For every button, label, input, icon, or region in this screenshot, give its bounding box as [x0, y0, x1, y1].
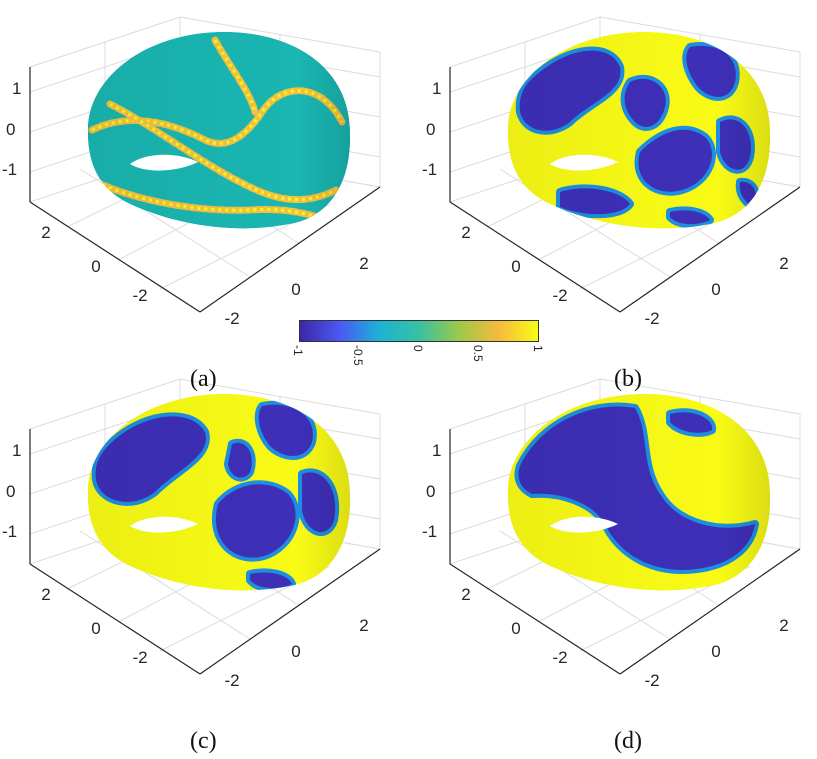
z-tick-label: -1	[422, 160, 437, 179]
x-tick-label: -2	[224, 671, 239, 690]
colorbar-tick: -0.5	[351, 345, 365, 366]
caption-c: (c)	[190, 728, 217, 754]
caption-d: (d)	[614, 728, 642, 754]
y-tick-label: 0	[511, 619, 520, 638]
z-tick-label: 0	[426, 482, 435, 501]
axes-lines	[29, 429, 381, 675]
y-tick-label: 0	[91, 619, 100, 638]
y-tick-label: -2	[552, 286, 567, 305]
x-tick-label: 2	[779, 616, 788, 635]
z-tick-label: 0	[6, 482, 15, 501]
surface-shading	[87, 31, 351, 229]
x-tick-label: -2	[224, 309, 239, 328]
x-tick-label: 2	[779, 254, 788, 273]
x-tick-label: 0	[291, 642, 300, 661]
axes-lines	[449, 67, 801, 313]
surface-panel: 1 0 -1 2 0 -2 2 0 -2	[0, 12, 400, 347]
torus-hole	[550, 154, 618, 171]
y-tick-label: -2	[552, 648, 567, 667]
double-torus-surface	[507, 393, 771, 591]
colorbar-tick: 1	[531, 345, 545, 352]
panel-plot: 1 0 -1 2 0 -2 2 0 -2	[2, 16, 381, 328]
y-tick-label: 2	[461, 223, 470, 242]
surface-shading	[507, 31, 771, 229]
y-tick-label: 2	[461, 585, 470, 604]
x-tick-label: 0	[711, 642, 720, 661]
z-tick-label: 0	[6, 120, 15, 139]
torus-hole	[550, 516, 618, 533]
x-tick-label: -2	[644, 309, 659, 328]
z-tick-label: 0	[426, 120, 435, 139]
y-tick-label: -2	[132, 648, 147, 667]
z-tick-label: -1	[422, 522, 437, 541]
panel-plot: 1 0 -1 2 0 -2 2 0 -2	[422, 16, 801, 328]
x-tick-label: 2	[359, 254, 368, 273]
surface-shading	[87, 393, 351, 591]
torus-hole	[130, 154, 198, 171]
x-tick-label: -2	[644, 671, 659, 690]
z-tick-label: -1	[2, 522, 17, 541]
y-tick-label: 2	[41, 223, 50, 242]
surface-panel: 1 0 -1 2 0 -2 2 0 -2	[420, 12, 817, 347]
x-tick-label: 0	[291, 280, 300, 299]
y-tick-label: -2	[132, 286, 147, 305]
y-tick-label: 0	[91, 257, 100, 276]
z-tick-label: 1	[432, 441, 441, 460]
torus-hole	[130, 516, 198, 533]
z-tick-label: -1	[2, 160, 17, 179]
surface-panel: 1 0 -1 2 0 -2 2 0 -2	[0, 374, 400, 709]
caption-a: (a)	[190, 366, 217, 392]
panel-plot: 1 0 -1 2 0 -2 2 0 -2	[2, 378, 381, 690]
double-torus-surface	[87, 31, 351, 229]
surface-shading	[507, 393, 771, 591]
colorbar-tick: 0.5	[471, 345, 485, 362]
caption-b: (b)	[614, 366, 642, 392]
z-tick-label: 1	[12, 441, 21, 460]
axes-lines	[29, 67, 381, 313]
colorbar-tick: -1	[291, 345, 305, 356]
y-tick-label: 2	[41, 585, 50, 604]
z-tick-label: 1	[432, 79, 441, 98]
x-tick-label: 2	[359, 616, 368, 635]
axes-lines	[449, 429, 801, 675]
z-tick-label: 1	[12, 79, 21, 98]
colorbar	[299, 320, 539, 342]
double-torus-surface	[87, 393, 351, 591]
y-tick-label: 0	[511, 257, 520, 276]
surface-panel: 1 0 -1 2 0 -2 2 0 -2	[420, 374, 817, 709]
colorbar-tick: 0	[411, 345, 425, 352]
panel-plot: 1 0 -1 2 0 -2 2 0 -2	[422, 378, 801, 690]
x-tick-label: 0	[711, 280, 720, 299]
double-torus-surface	[507, 31, 771, 229]
